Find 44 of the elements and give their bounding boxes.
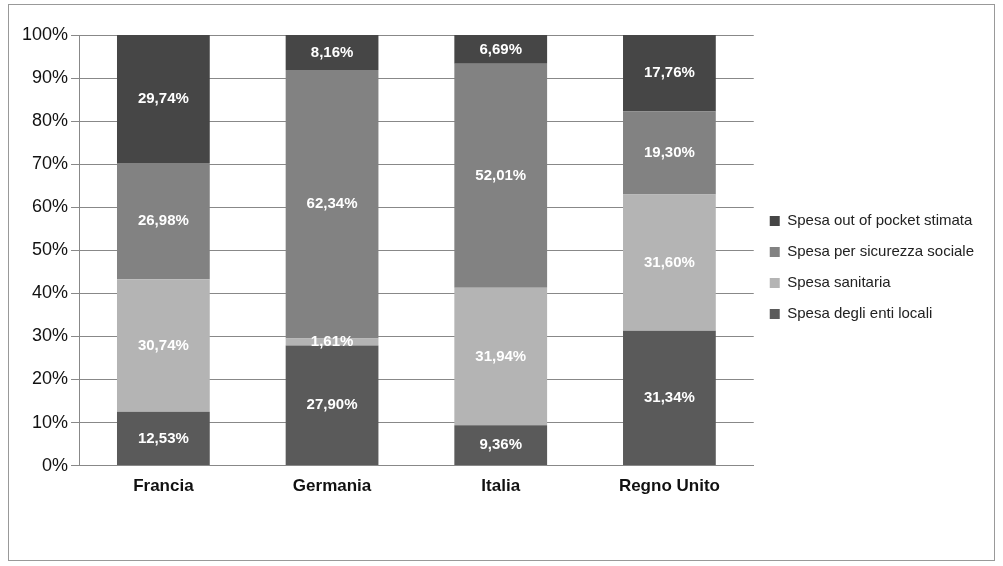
data-label: 12,53% [137, 428, 189, 446]
y-tick-label: 70% [32, 153, 69, 174]
y-tick-label: 80% [32, 110, 69, 131]
y-tick-label: 100% [21, 23, 69, 44]
y-tick-label: 50% [32, 239, 69, 260]
data-label: 26,98% [137, 211, 189, 229]
bar [454, 287, 548, 426]
legend-label: Spesa degli enti locali [787, 304, 933, 322]
y-tick-label: 60% [32, 196, 69, 217]
data-label: 17,76% [643, 63, 695, 81]
y-tick-label: 30% [32, 325, 69, 346]
bar [623, 194, 716, 331]
y-tick-label: 90% [32, 67, 69, 88]
y-tick-label: 0% [42, 454, 69, 475]
bar [623, 35, 716, 112]
data-label: 62,34% [306, 194, 358, 212]
data-label: 8,16% [310, 42, 354, 60]
x-tick-label: Germania [292, 476, 372, 496]
data-label: 29,74% [137, 89, 189, 107]
data-label: 9,36% [479, 435, 522, 453]
data-label: 27,90% [306, 395, 358, 413]
data-label: 31,60% [643, 252, 695, 270]
x-tick-label: Italia [481, 476, 521, 496]
y-tick-label: 40% [32, 282, 69, 303]
legend-label: Spesa out of pocket stimata [787, 211, 973, 229]
bar [454, 425, 548, 466]
data-label: 31,34% [643, 388, 695, 406]
legend-label: Spesa per sicurezza sociale [787, 242, 975, 260]
bar [116, 411, 210, 466]
bar [623, 330, 716, 466]
x-tick-label: Regno Unito [618, 476, 720, 496]
data-label: 1,61% [310, 332, 354, 350]
x-tick-label: Francia [133, 476, 195, 496]
legend-label: Spesa sanitaria [787, 273, 892, 291]
y-tick-label: 10% [32, 411, 69, 432]
data-label: 6,69% [479, 39, 522, 57]
data-label: 52,01% [475, 165, 527, 183]
data-label: 31,94% [475, 346, 527, 364]
bar [116, 35, 210, 164]
bar [116, 279, 210, 412]
data-label: 19,30% [643, 143, 695, 161]
data-label: 30,74% [137, 335, 189, 353]
y-tick-label: 20% [32, 368, 69, 389]
bar [285, 35, 379, 71]
